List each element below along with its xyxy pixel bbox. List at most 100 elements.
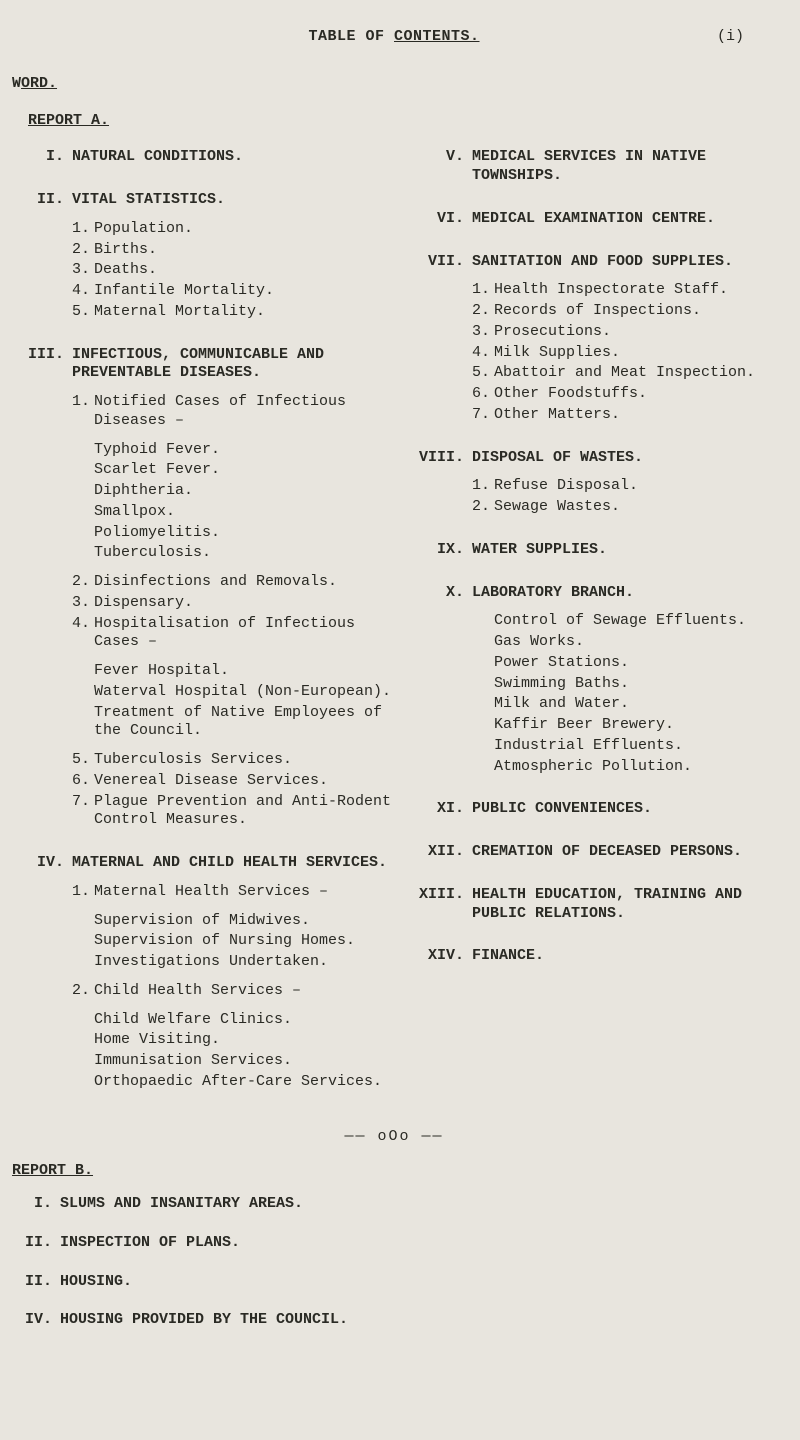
section-number: I. [12,148,72,177]
section-title: PUBLIC CONVENIENCES. [472,800,776,819]
report-b-list: I.SLUMS AND INSANITARY AREAS.II.INSPECTI… [12,1195,776,1340]
sub-line: Waterval Hospital (Non-European). [94,683,392,702]
section: II.VITAL STATISTICS.1.Population.2.Birth… [12,191,392,332]
list-item: 2.Births. [72,241,392,260]
list-item: 1.Health Inspectorate Staff. [472,281,776,300]
list-item-number: 1. [72,220,94,239]
list-item-number: 3. [72,594,94,613]
list-item-number: 2. [472,498,494,517]
report-b-item: II.INSPECTION OF PLANS. [12,1234,776,1263]
numbered-list: 1.Population.2.Births.3.Deaths.4.Infanti… [72,220,392,322]
section-body: PUBLIC CONVENIENCES. [472,800,776,829]
section: V.MEDICAL SERVICES IN NATIVE TOWNSHIPS. [412,148,776,196]
sub-block: Supervision of Midwives.Supervision of N… [94,912,392,972]
list-item-text: Deaths. [94,261,392,280]
section-number: IX. [412,541,472,570]
list-item-number: 7. [72,793,94,831]
section-number: V. [412,148,472,196]
sub-line: Home Visiting. [94,1031,392,1050]
page-marker: (i) [717,28,744,47]
section: VI.MEDICAL EXAMINATION CENTRE. [412,210,776,239]
section-body: HEALTH EDUCATION, TRAINING AND PUBLIC RE… [472,886,776,934]
numbered-list: 1.Health Inspectorate Staff.2.Records of… [472,281,776,424]
list-item-text: Hospitalisation of Infectious Cases – [94,615,392,653]
section-number: XIII. [412,886,472,934]
sub-line: Industrial Effluents. [494,737,776,756]
list-item-text: Health Inspectorate Staff. [494,281,776,300]
sub-line: Gas Works. [494,633,776,652]
section: VII.SANITATION AND FOOD SUPPLIES. 1.Healt… [412,253,776,435]
list-item-text: Other Foodstuffs. [494,385,776,404]
report-b-label: REPORT B. [12,1162,776,1181]
word-label: WORD. [12,75,776,94]
section: XIII.HEALTH EDUCATION, TRAINING AND PUBL… [412,886,776,934]
sub-line: Tuberculosis. [94,544,392,563]
list-item-text: Maternal Health Services – [94,883,392,902]
section: X.LABORATORY BRANCH.Control of Sewage Ef… [412,584,776,787]
report-b-item: II.HOUSING. [12,1273,776,1302]
section-number: X. [412,584,472,787]
section: XIV.FINANCE. [412,947,776,976]
sub-line: Smallpox. [94,503,392,522]
section-title: SLUMS AND INSANITARY AREAS. [60,1195,776,1214]
section-title: SANITATION AND FOOD SUPPLIES. [472,253,776,272]
section-number: VII. [412,253,472,435]
section-title: CREMATION OF DECEASED PERSONS. [472,843,776,862]
list-item-number: 5. [472,364,494,383]
sub-line: Milk and Water. [494,695,776,714]
section-number: XI. [412,800,472,829]
section: IX.WATER SUPPLIES. [412,541,776,570]
section: I.NATURAL CONDITIONS. [12,148,392,177]
section-title: FINANCE. [472,947,776,966]
separator: —— oOo —— [12,1128,776,1147]
list-item-number: 2. [72,573,94,592]
sub-line: Atmospheric Pollution. [494,758,776,777]
list-item-number: 4. [72,282,94,301]
list-item: 7.Other Matters. [472,406,776,425]
section: IV.MATERNAL AND CHILD HEALTH SERVICES.1.… [12,854,392,1102]
list-item-number: 4. [472,344,494,363]
section-body: HOUSING. [60,1273,776,1302]
section-title: MEDICAL EXAMINATION CENTRE. [472,210,776,229]
section: XII.CREMATION OF DECEASED PERSONS. [412,843,776,872]
numbered-list: 2.Disinfections and Removals.3.Dispensar… [72,573,392,652]
section: XI.PUBLIC CONVENIENCES. [412,800,776,829]
list-item-text: Records of Inspections. [494,302,776,321]
section-title: NATURAL CONDITIONS. [72,148,392,167]
section-body: LABORATORY BRANCH.Control of Sewage Effl… [472,584,776,787]
list-item: 2.Sewage Wastes. [472,498,776,517]
section-number: VIII. [412,449,472,527]
list-item-text: Tuberculosis Services. [94,751,392,770]
section-number: III. [12,346,72,841]
list-item-text: Population. [94,220,392,239]
sub-block: Control of Sewage Effluents.Gas Works.Po… [494,612,776,776]
list-item: 4.Milk Supplies. [472,344,776,363]
list-item: 5.Maternal Mortality. [72,303,392,322]
list-item: 5.Tuberculosis Services. [72,751,392,770]
section-body: FINANCE. [472,947,776,976]
list-item-number: 2. [72,241,94,260]
section-title: WATER SUPPLIES. [472,541,776,560]
sub-block: Typhoid Fever.Scarlet Fever.Diphtheria.S… [94,441,392,564]
list-item-number: 1. [472,477,494,496]
list-item: 2.Child Health Services – [72,982,392,1001]
section-body: WATER SUPPLIES. [472,541,776,570]
sub-block: Child Welfare Clinics.Home Visiting.Immu… [94,1011,392,1092]
list-item-text: Plague Prevention and Anti-Rodent Contro… [94,793,392,831]
report-b-item: IV.HOUSING PROVIDED BY THE COUNCIL. [12,1311,776,1340]
sub-line: Diphtheria. [94,482,392,501]
sub-line: Power Stations. [494,654,776,673]
sub-line: Swimming Baths. [494,675,776,694]
list-item-number: 5. [72,303,94,322]
numbered-list: 1.Maternal Health Services – [72,883,392,902]
section-body: MEDICAL SERVICES IN NATIVE TOWNSHIPS. [472,148,776,196]
section-number: II. [12,1234,60,1263]
section-title: HEALTH EDUCATION, TRAINING AND PUBLIC RE… [472,886,776,924]
left-column: I.NATURAL CONDITIONS. II.VITAL STATISTICS… [12,148,392,1115]
toc-title-prefix: TABLE OF [308,28,394,45]
list-item-text: Infantile Mortality. [94,282,392,301]
sub-line: Immunisation Services. [94,1052,392,1071]
sub-line: Supervision of Nursing Homes. [94,932,392,951]
section-number: VI. [412,210,472,239]
sub-line: Scarlet Fever. [94,461,392,480]
